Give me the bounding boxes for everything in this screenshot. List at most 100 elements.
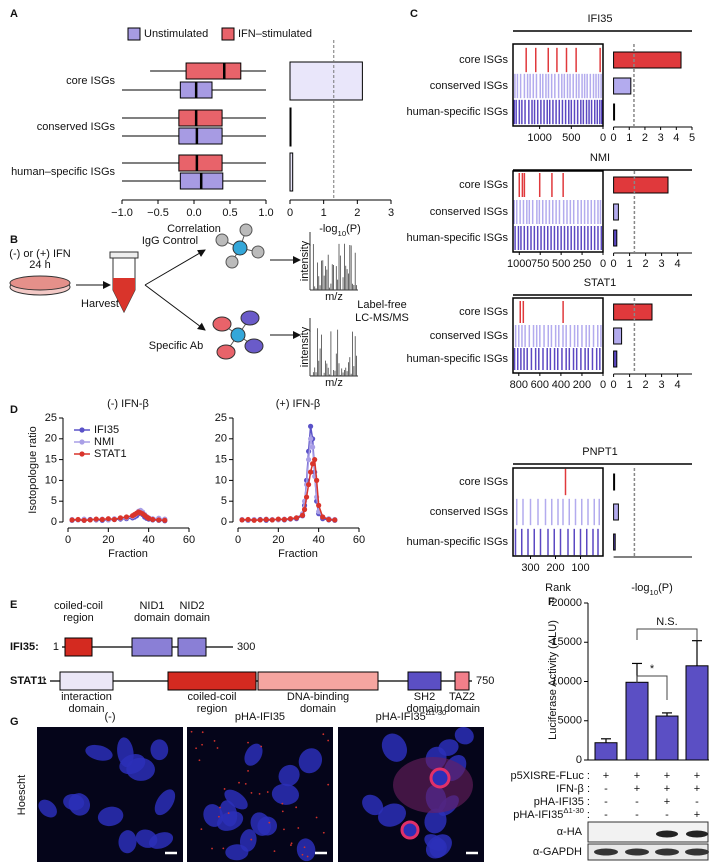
x-tick-label: 2	[354, 207, 360, 219]
x-tick-label: 4	[673, 132, 679, 144]
nucleus	[97, 806, 124, 827]
blot-band	[685, 848, 709, 856]
blot	[587, 821, 709, 843]
x-tick-label: 750	[531, 258, 549, 270]
red-rim	[429, 767, 451, 789]
red-punctum	[283, 828, 285, 831]
red-punctum	[222, 847, 225, 850]
bait	[230, 327, 246, 343]
bait	[232, 240, 248, 256]
point	[269, 517, 275, 523]
category-label: human-specific ISGs	[407, 232, 509, 244]
y-tick-label: 10	[45, 474, 57, 486]
p-bar	[613, 203, 619, 221]
plot-title: (-) IFN-β	[107, 398, 149, 410]
legend-label: STAT1	[94, 448, 127, 460]
domain-label: domain	[406, 703, 442, 715]
legend-label: NMI	[94, 436, 114, 448]
point	[310, 444, 316, 450]
arrow	[144, 284, 206, 331]
category-label: conserved ISGs	[430, 330, 509, 342]
significance-bracket	[636, 675, 668, 700]
category-label: conserved ISGs	[430, 506, 509, 518]
red-punctum	[201, 743, 203, 746]
partner	[244, 338, 264, 354]
bar	[685, 665, 709, 761]
x-tick-label: 2	[642, 132, 648, 144]
red-punctum	[260, 745, 263, 748]
x-axis-label-base: -log	[319, 223, 337, 235]
spectrum-x-label: m/z	[325, 291, 343, 303]
blot-label: α-HA	[557, 826, 583, 838]
x-tick-label: 60	[183, 534, 195, 546]
x-tick-label: 4	[675, 258, 681, 270]
condition-sign: +	[694, 809, 700, 821]
blot-label: α-GAPDH	[533, 846, 582, 858]
category-label: core ISGs	[459, 306, 508, 318]
p-bar	[613, 350, 618, 368]
series-line	[241, 438, 335, 521]
condition-label-base: pHA-IFI35	[513, 809, 563, 821]
category-label: core ISGs	[459, 476, 508, 488]
x-axis-label: Rank	[545, 582, 571, 594]
x-tick-label: 40	[313, 534, 325, 546]
x-tick-label: 800	[510, 379, 528, 391]
condition-sign: -	[604, 796, 608, 808]
x-tick-label: 0	[65, 534, 71, 546]
red-punctum	[250, 791, 253, 794]
domain-label: domain	[174, 612, 210, 624]
category-label: human–specific ISGs	[11, 166, 115, 178]
x-tick-label: 1	[626, 132, 632, 144]
point	[301, 506, 308, 513]
domain-label: NID1	[139, 600, 164, 612]
nucleus	[298, 748, 323, 774]
nucleus	[250, 812, 272, 836]
bead	[251, 245, 265, 259]
condition-label: IFN-β :	[556, 783, 590, 795]
red-punctum	[290, 844, 292, 846]
red-punctum	[290, 842, 293, 845]
x-axis-label: Fraction	[108, 548, 148, 560]
point	[93, 516, 99, 522]
condition-sign: -	[604, 809, 608, 821]
point	[123, 514, 130, 520]
x-tick-label: 5	[689, 132, 695, 144]
image-title: (-)	[105, 711, 116, 723]
red-punctum	[268, 821, 271, 824]
x-tick-label: 100	[571, 562, 589, 574]
bead	[239, 223, 253, 237]
point	[308, 423, 314, 429]
red-punctum	[218, 815, 220, 818]
x-tick-label: 500	[552, 258, 570, 270]
y-tick-label: 10	[215, 474, 227, 486]
dish-rim	[9, 275, 71, 291]
point	[75, 516, 81, 523]
x-tick-label: 1	[627, 258, 633, 270]
image-title: pHA-IFI35Δ1-30	[376, 708, 447, 723]
red-punctum	[213, 740, 216, 742]
spectrum-y-label: intensity	[299, 326, 311, 367]
point	[245, 516, 251, 523]
block-title: NMI	[590, 152, 610, 164]
point	[326, 516, 332, 523]
box	[178, 154, 223, 172]
p-bar	[289, 152, 294, 192]
y-tick-label: 20	[215, 433, 227, 445]
x-tick-label: 500	[562, 132, 580, 144]
x-tick-label: 0	[611, 379, 617, 391]
point	[308, 436, 314, 442]
x-tick-label: 300	[521, 562, 539, 574]
x-tick-label: 0.0	[186, 207, 201, 219]
rank-frame	[512, 43, 604, 127]
red-punctum	[195, 747, 198, 750]
nucleus	[150, 739, 169, 761]
significance-label: *	[650, 663, 655, 675]
condition-label: p5XISRE-FLuc :	[511, 770, 590, 782]
tube-liquid	[113, 278, 135, 312]
p-bar	[613, 473, 616, 491]
point	[299, 512, 306, 518]
p-bar	[613, 176, 669, 194]
point	[69, 517, 75, 523]
partner	[212, 316, 232, 332]
domain-label: domain	[68, 703, 104, 715]
